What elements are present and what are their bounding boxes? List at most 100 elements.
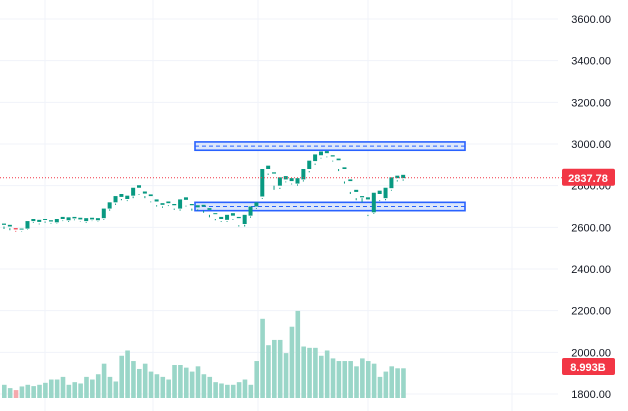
volume-bar: [295, 310, 301, 398]
candle-body: [248, 206, 253, 216]
candle-body: [125, 195, 130, 199]
volume-bar: [254, 361, 260, 398]
volume-bar: [183, 367, 189, 398]
candle-body: [160, 203, 165, 205]
volume-bar: [272, 339, 277, 398]
candle-body: [295, 178, 300, 184]
volume-bar: [395, 368, 400, 398]
volume-bar: [172, 365, 177, 398]
volume-bar: [336, 361, 342, 398]
volume-bar: [266, 345, 271, 398]
volume-bar: [260, 318, 265, 398]
volume-bar: [60, 376, 66, 398]
volume-bar: [401, 368, 406, 398]
candle-body: [201, 204, 206, 207]
candle-body: [7, 224, 12, 227]
volume-bar: [178, 365, 183, 398]
volume-bar: [78, 383, 83, 398]
candle-body: [72, 216, 77, 219]
price-tick-label: 2400.00: [571, 264, 611, 276]
volume-bar: [289, 326, 295, 398]
volume-bar: [148, 371, 154, 398]
candle-body: [25, 221, 30, 229]
candle-body: [354, 189, 359, 192]
candle-body: [360, 196, 365, 198]
volume-bar: [313, 347, 318, 398]
candle-body: [342, 167, 347, 169]
volume-bar: [13, 390, 19, 398]
candle-body: [148, 194, 153, 197]
candle-body: [90, 217, 95, 220]
candle-body: [213, 213, 218, 215]
candle-body: [119, 194, 124, 197]
volume-bar: [225, 384, 230, 398]
volume-bar: [101, 363, 107, 398]
volume-bar: [72, 382, 78, 398]
candle-body: [189, 204, 194, 206]
volume-bar: [125, 350, 130, 398]
candle-body: [66, 217, 71, 221]
price-tick-label: 1800.00: [571, 389, 611, 401]
volume-bar: [330, 358, 336, 398]
volume-bar: [119, 355, 124, 398]
volume-bar: [342, 361, 348, 398]
volume-bar: [54, 379, 60, 398]
volume-bar: [154, 374, 160, 398]
volume-bar: [377, 376, 383, 398]
volume-bar: [242, 379, 248, 398]
candle-body: [166, 201, 171, 204]
candle-body: [371, 192, 376, 213]
volume-bar: [25, 384, 31, 398]
volume-bar: [248, 384, 254, 398]
volume-bar: [160, 376, 166, 398]
candle-body: [13, 228, 18, 230]
volume-bar: [166, 379, 171, 398]
candle-body: [401, 174, 406, 179]
candle-body: [95, 218, 100, 221]
candle-body: [266, 165, 271, 169]
candle-body: [254, 202, 259, 207]
price-tick-label: 3000.00: [571, 139, 611, 151]
candle-body: [230, 213, 235, 216]
candle-body: [260, 169, 265, 197]
candle-body: [318, 151, 323, 156]
price-tick-label: 3400.00: [571, 56, 611, 68]
candle-body: [207, 208, 212, 210]
candle-body: [2, 223, 6, 225]
candle-body: [395, 175, 400, 179]
candle-body: [19, 228, 24, 230]
volume-bar: [365, 361, 371, 398]
candle-body: [60, 216, 65, 219]
volume-bar: [48, 379, 54, 398]
last-price-label: 2837.78: [568, 173, 608, 185]
volume-bar: [131, 361, 136, 398]
volume-bar: [113, 381, 119, 398]
candle-body: [272, 172, 277, 174]
volume-bar: [389, 366, 395, 398]
candle-body: [336, 158, 341, 161]
volume-bar: [277, 339, 283, 398]
last-price-badge: [562, 168, 615, 186]
volume-bar: [2, 384, 7, 398]
candle-body: [154, 199, 159, 202]
candle-body: [389, 177, 394, 189]
volume-bar: [107, 376, 113, 398]
volume-bar: [43, 382, 48, 398]
candle-body: [84, 218, 89, 222]
volume-bar: [348, 361, 353, 398]
candle-body: [236, 216, 241, 219]
candle-body: [131, 187, 136, 196]
volume-bar: [324, 350, 330, 398]
volume-bar: [213, 382, 218, 398]
price-tick-label: 3600.00: [571, 14, 611, 26]
volume-bar: [354, 366, 359, 398]
candle-body: [307, 160, 312, 169]
candle-body: [172, 204, 177, 206]
candle-body: [383, 187, 388, 199]
candle-body: [225, 214, 230, 220]
volume-bar: [137, 368, 142, 398]
candle-body: [377, 190, 382, 194]
candle-body: [113, 196, 118, 203]
